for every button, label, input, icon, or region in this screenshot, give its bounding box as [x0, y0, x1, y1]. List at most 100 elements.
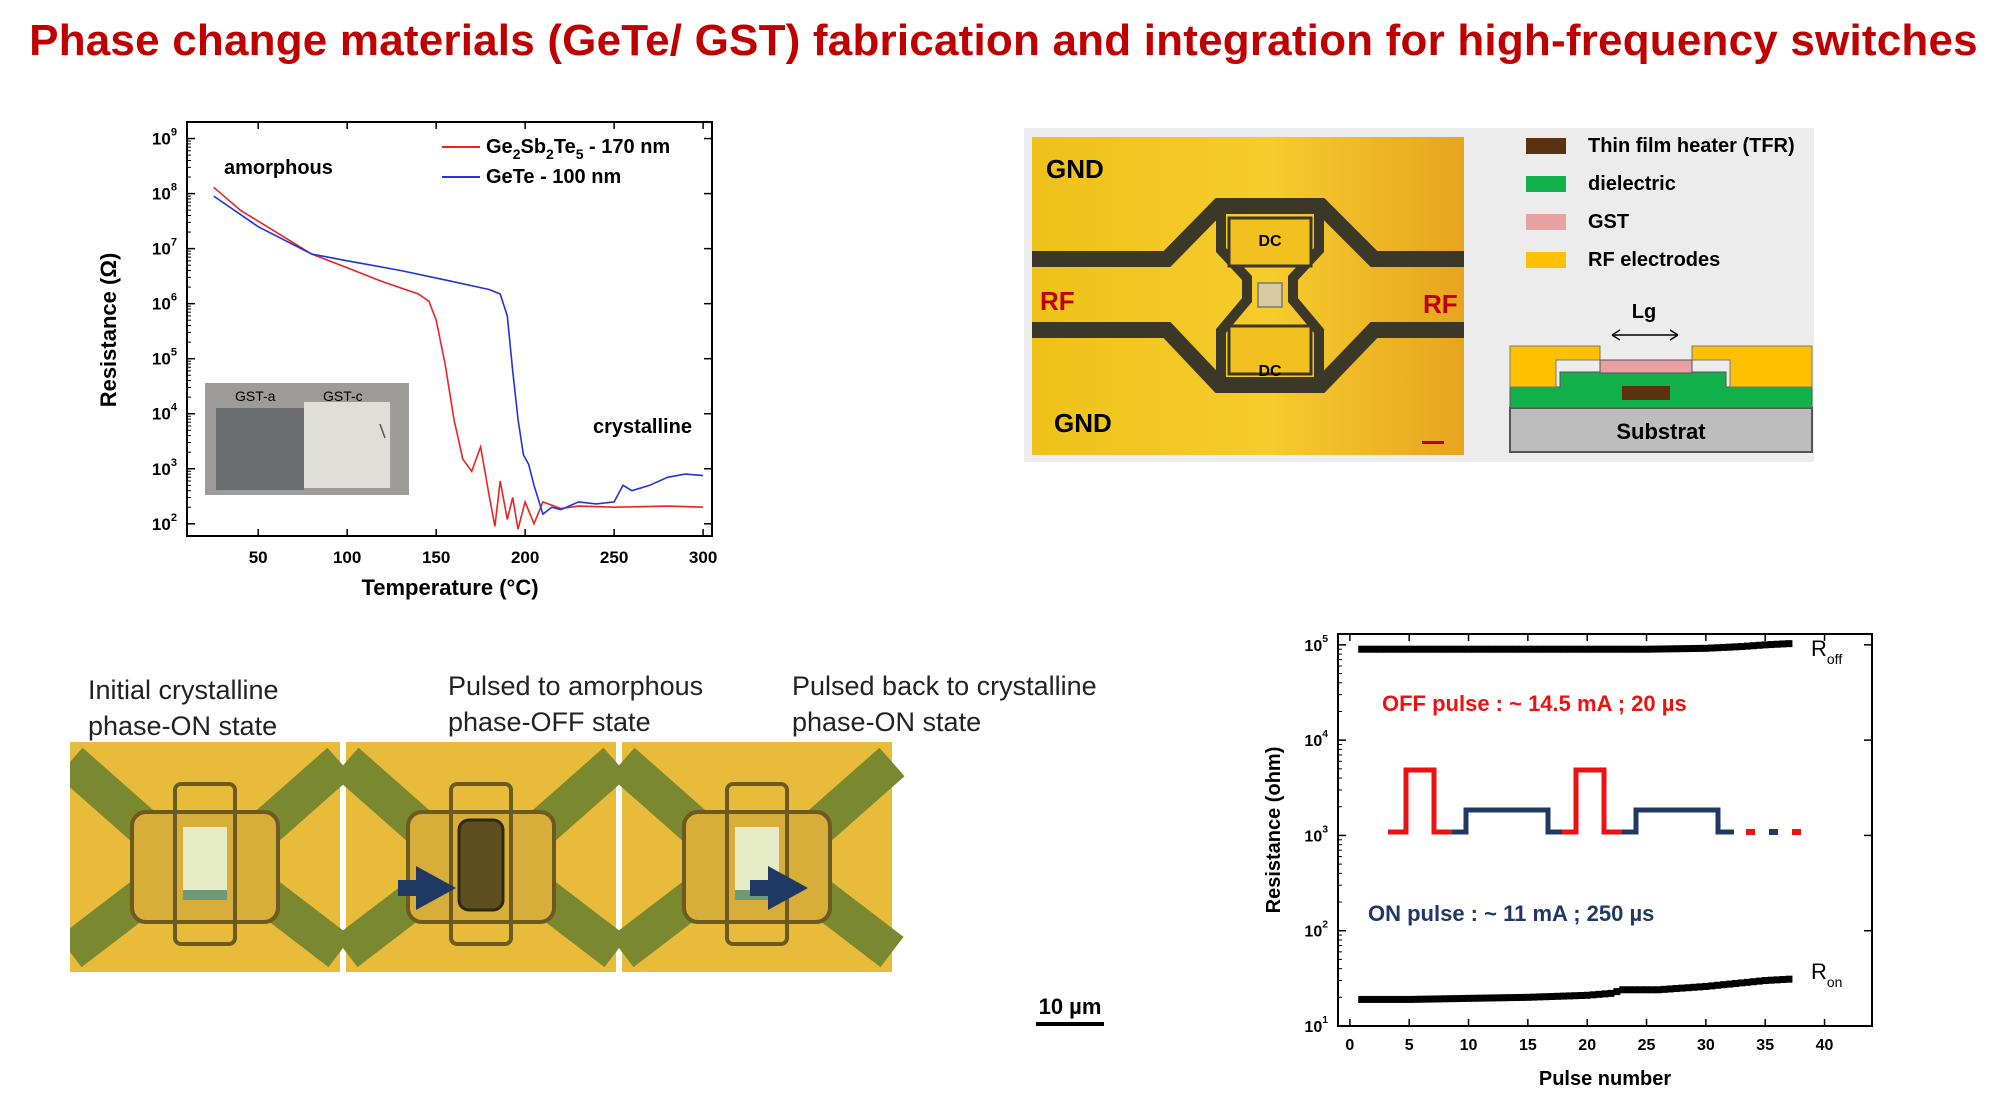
chart2-point-r-off: [1720, 643, 1728, 651]
chart2-point-r-off: [1565, 645, 1573, 653]
chart1-x-tick-label: 50: [249, 548, 268, 567]
chart2-point-r-off: [1702, 644, 1710, 652]
gst-sample-photo: GST-a GST-c: [205, 383, 409, 495]
chart2-point-r-on: [1488, 994, 1496, 1002]
chart2-point-r-on: [1631, 986, 1639, 994]
chart1-x-tick-label: 150: [422, 548, 450, 567]
legend-swatch-tfr: [1526, 138, 1566, 154]
chart2-point-r-off: [1381, 645, 1389, 653]
chart2-point-r-on: [1643, 986, 1651, 994]
chart2-point-r-off: [1376, 645, 1384, 653]
chart2-point-r-off: [1435, 645, 1443, 653]
legend-label-gete: GeTe - 100 nm: [486, 166, 621, 188]
chart2-point-r-on: [1577, 991, 1585, 999]
chart2-point-r-off: [1506, 645, 1514, 653]
chart2-point-r-on: [1470, 994, 1478, 1002]
micrograph-scale-bar: [1422, 441, 1444, 444]
chart2-point-r-off: [1364, 645, 1372, 653]
legend-swatch-gst: [1526, 214, 1566, 230]
chart2-point-r-off: [1631, 645, 1639, 653]
chart2-point-r-off: [1613, 645, 1621, 653]
chart2-point-r-on: [1654, 986, 1662, 994]
chart2-point-r-on: [1364, 995, 1372, 1003]
arrow-right-icon-2: [750, 866, 808, 910]
substrate-layer: [1509, 407, 1813, 453]
chart2-point-r-off: [1524, 645, 1532, 653]
chart2-point-r-off: [1429, 645, 1437, 653]
scale-bar: [1036, 1022, 1104, 1026]
chart2-point-r-on: [1660, 985, 1668, 993]
chart2-point-r-on: [1672, 985, 1680, 993]
chart2-point-r-on: [1648, 986, 1656, 994]
chart2-point-r-off: [1459, 645, 1467, 653]
chart2-point-r-on: [1399, 995, 1407, 1003]
chart2-point-r-on: [1702, 982, 1710, 990]
legend-label-tfr: Thin film heater (TFR): [1588, 135, 1795, 157]
chart2-point-r-off: [1637, 645, 1645, 653]
chart2-point-r-off: [1476, 645, 1484, 653]
annotation-off-pulse: OFF pulse : ~ 14.5 mA ; 20 µs: [1382, 691, 1687, 716]
chart2-point-r-off: [1559, 645, 1567, 653]
chart2-point-r-on: [1601, 990, 1609, 998]
chart2-point-r-off: [1583, 645, 1591, 653]
chart2-y-tick-label: 102: [1304, 920, 1328, 941]
chart2-point-r-on: [1625, 986, 1633, 994]
chart2-y-tick-label: 104: [1304, 729, 1328, 750]
annotation-crystalline: crystalline: [593, 416, 692, 438]
device-micrograph: GND GND RF RF DC DC: [1032, 137, 1464, 455]
chart2-x-tick-label: 20: [1578, 1037, 1596, 1054]
chart2-point-r-off: [1453, 645, 1461, 653]
chart2-point-r-on: [1387, 995, 1395, 1003]
chart2-point-r-on: [1565, 992, 1573, 1000]
chart2-point-r-on: [1708, 982, 1716, 990]
label-gnd-bottom: GND: [1054, 408, 1112, 438]
chart2-point-r-on: [1524, 993, 1532, 1001]
caption-initial-state: Initial crystalline phase-ON state: [88, 675, 279, 741]
chart2-point-r-off: [1399, 645, 1407, 653]
chart2-point-r-off: [1370, 645, 1378, 653]
chart2-point-r-off: [1625, 645, 1633, 653]
chart2-point-r-off: [1470, 645, 1478, 653]
chart2-point-r-off: [1660, 645, 1668, 653]
chart2-point-r-off: [1684, 645, 1692, 653]
chart2-point-r-on: [1607, 989, 1615, 997]
chart2-point-r-on: [1755, 977, 1763, 985]
chart2-x-tick-label: 35: [1756, 1037, 1774, 1054]
chart2-point-r-off: [1589, 645, 1597, 653]
chart2-point-r-off: [1577, 645, 1585, 653]
chart2-point-r-on: [1613, 988, 1621, 996]
microscope-sequence: 10 µm: [70, 742, 1104, 1026]
chart1-legend: Ge2Sb2Te5 - 170 nm GeTe - 100 nm: [442, 136, 670, 188]
chart2-point-r-off: [1648, 645, 1656, 653]
chart2-point-r-on: [1554, 992, 1562, 1000]
micrograph-initial: [70, 742, 353, 972]
chart2-point-r-off: [1405, 645, 1413, 653]
chart2-point-r-off: [1494, 645, 1502, 653]
chart2-x-tick-label: 10: [1460, 1037, 1478, 1054]
chart2-x-axis-label: Pulse number: [1539, 1068, 1671, 1090]
chart1-x-tick-label: 300: [689, 548, 717, 567]
chart2-x-tick-label: 30: [1697, 1037, 1715, 1054]
chart2-point-r-on: [1381, 995, 1389, 1003]
chart2-point-r-on: [1506, 994, 1514, 1002]
device-cross-section: Lg Substrat: [1509, 301, 1813, 453]
resistance-temperature-chart: 50 100 150 200 250 300 102 103 104 105 106 107 108 10…: [96, 121, 717, 600]
chart2-point-r-on: [1548, 993, 1556, 1001]
chart2-point-r-off: [1767, 641, 1775, 649]
chart2-point-r-off: [1500, 645, 1508, 653]
label-r-on: Ron: [1811, 959, 1842, 990]
chart2-point-r-on: [1785, 975, 1793, 983]
chart2-point-r-on: [1684, 984, 1692, 992]
inset-label-gst-a: GST-a: [235, 388, 276, 404]
chart2-point-r-off: [1773, 640, 1781, 648]
chart2-point-r-on: [1376, 995, 1384, 1003]
chart2-point-r-on: [1530, 993, 1538, 1001]
chart2-point-r-on: [1518, 993, 1526, 1001]
chart2-point-r-off: [1548, 645, 1556, 653]
chart2-point-r-on: [1536, 993, 1544, 1001]
chart1-y-tick-label: 104: [152, 402, 178, 424]
chart2-point-r-off: [1708, 644, 1716, 652]
chart2-point-r-on: [1482, 994, 1490, 1002]
layer-legend: Thin film heater (TFR) dielectric GST RF…: [1526, 135, 1795, 271]
chart2-point-r-off: [1696, 644, 1704, 652]
